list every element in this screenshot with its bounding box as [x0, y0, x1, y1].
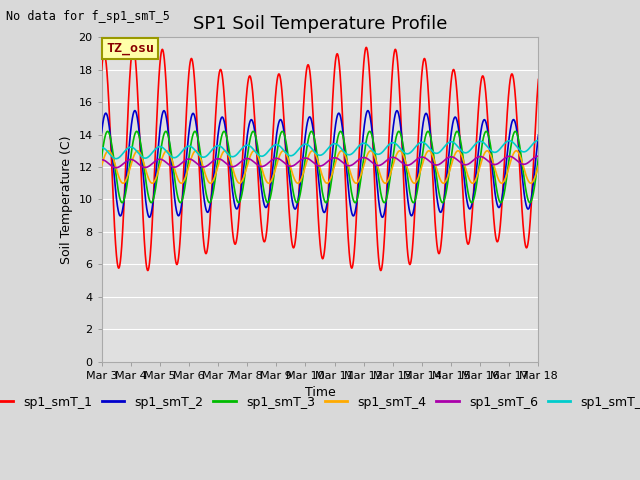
sp1_smT_2: [479, 119, 487, 124]
sp1_smT_3: [148, 200, 156, 205]
sp1_smT_7: [148, 151, 156, 156]
sp1_smT_6: [534, 153, 542, 159]
sp1_smT_3: [266, 198, 273, 204]
sp1_smT_6: [284, 163, 292, 168]
sp1_smT_1: [148, 236, 156, 241]
sp1_smT_1: [362, 45, 370, 50]
sp1_smT_2: [173, 211, 181, 217]
sp1_smT_2: [265, 195, 273, 201]
sp1_smT_1: [526, 219, 534, 225]
sp1_smT_1: [534, 77, 542, 83]
sp1_smT_1: [98, 67, 106, 73]
Title: SP1 Soil Temperature Profile: SP1 Soil Temperature Profile: [193, 15, 447, 33]
sp1_smT_4: [98, 163, 106, 169]
sp1_smT_4: [425, 148, 433, 154]
sp1_smT_7: [98, 144, 106, 150]
sp1_smT_4: [265, 180, 273, 186]
sp1_smT_6: [98, 157, 106, 163]
X-axis label: Time: Time: [305, 386, 335, 399]
Text: TZ_osu: TZ_osu: [106, 42, 154, 55]
sp1_smT_4: [173, 175, 181, 180]
Line: sp1_smT_3: sp1_smT_3: [102, 132, 538, 203]
sp1_smT_3: [526, 200, 534, 205]
sp1_smT_7: [526, 144, 534, 150]
Line: sp1_smT_2: sp1_smT_2: [102, 110, 538, 217]
sp1_smT_1: [479, 73, 487, 79]
sp1_smT_2: [379, 215, 387, 220]
sp1_smT_4: [148, 180, 156, 186]
Line: sp1_smT_4: sp1_smT_4: [102, 151, 538, 183]
sp1_smT_2: [364, 108, 372, 113]
sp1_smT_6: [479, 155, 487, 160]
Line: sp1_smT_1: sp1_smT_1: [102, 48, 538, 271]
sp1_smT_3: [98, 155, 106, 160]
sp1_smT_4: [479, 154, 487, 159]
sp1_smT_3: [284, 154, 292, 160]
sp1_smT_4: [534, 163, 542, 169]
sp1_smT_7: [479, 139, 487, 145]
Text: No data for f_sp1_smT_5: No data for f_sp1_smT_5: [6, 10, 170, 23]
sp1_smT_6: [173, 164, 181, 169]
sp1_smT_2: [98, 130, 106, 135]
sp1_smT_6: [112, 165, 120, 170]
Legend: sp1_smT_1, sp1_smT_2, sp1_smT_3, sp1_smT_4, sp1_smT_6, sp1_smT_7: sp1_smT_1, sp1_smT_2, sp1_smT_3, sp1_smT…: [0, 391, 640, 414]
Line: sp1_smT_6: sp1_smT_6: [102, 156, 538, 168]
sp1_smT_2: [534, 132, 542, 138]
sp1_smT_3: [264, 200, 271, 205]
sp1_smT_1: [173, 261, 181, 267]
sp1_smT_2: [526, 202, 534, 207]
Line: sp1_smT_7: sp1_smT_7: [102, 140, 538, 159]
sp1_smT_3: [173, 192, 181, 198]
sp1_smT_3: [250, 129, 257, 134]
sp1_smT_4: [284, 156, 292, 161]
sp1_smT_4: [526, 180, 534, 186]
sp1_smT_6: [266, 159, 273, 165]
sp1_smT_1: [284, 191, 292, 196]
sp1_smT_7: [534, 137, 542, 143]
sp1_smT_7: [173, 154, 181, 159]
sp1_smT_2: [284, 163, 292, 169]
sp1_smT_1: [265, 199, 273, 204]
sp1_smT_3: [534, 155, 542, 160]
sp1_smT_4: [410, 180, 418, 186]
sp1_smT_6: [526, 158, 534, 164]
Y-axis label: Soil Temperature (C): Soil Temperature (C): [60, 135, 73, 264]
sp1_smT_7: [112, 156, 120, 162]
sp1_smT_1: [377, 268, 385, 274]
sp1_smT_3: [479, 136, 487, 142]
sp1_smT_7: [266, 147, 273, 153]
sp1_smT_7: [284, 152, 292, 158]
sp1_smT_2: [148, 210, 156, 216]
sp1_smT_6: [148, 161, 156, 167]
